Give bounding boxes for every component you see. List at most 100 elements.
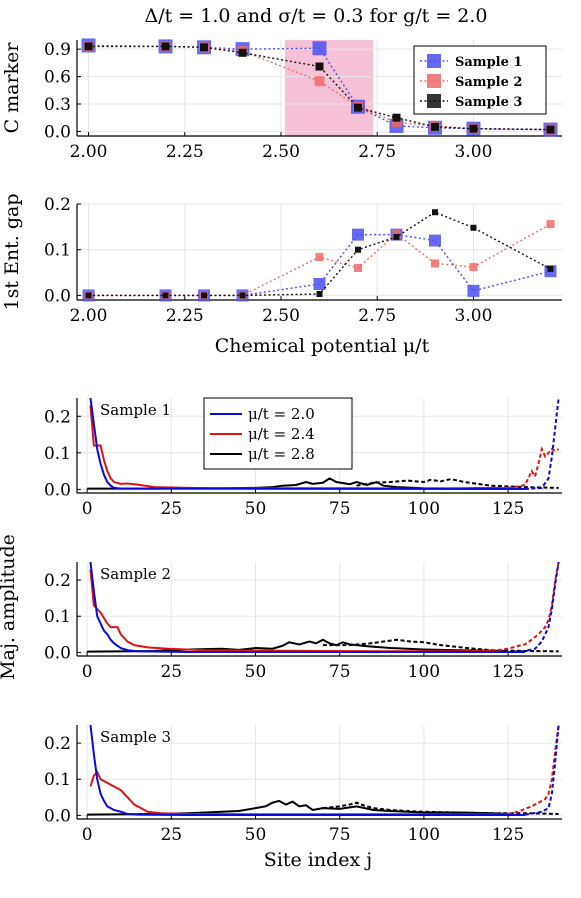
data-point-sample-1 <box>313 278 326 290</box>
cmarker-panel-ytick-label: 0.6 <box>44 68 71 88</box>
legend-label-3: Sample 3 <box>455 95 522 110</box>
amplitude-panel-1-ytick-label: 0.2 <box>44 407 71 427</box>
data-point-sample-3 <box>431 209 438 216</box>
amplitude-panel-1-xtick-label: 75 <box>329 499 351 519</box>
amplitude-panel-3-xtick-label: 100 <box>408 825 440 845</box>
data-point-sample-2 <box>546 220 555 229</box>
legend-marker-1 <box>427 54 441 68</box>
entgap-panel-ylabel: 1st Ent. gap <box>1 194 23 311</box>
entgap-panel-xtick-label: 3.00 <box>455 306 493 326</box>
bottom-xlabel: Site index j <box>264 849 372 871</box>
data-point-sample-3 <box>354 246 361 253</box>
amplitude-panel-3-xtick-label: 50 <box>245 825 267 845</box>
mu-line-solid-2 <box>89 770 509 816</box>
data-point-sample-3 <box>546 125 555 134</box>
amplitude-panel-1-xtick-label: 100 <box>408 499 440 519</box>
plots-layer: 2.00 2.25 2.50 2.75 3.00 0.0 0.3 0.6 0.9 C marker… <box>1 38 562 845</box>
top-xlabel: Chemical potential μ/t <box>215 335 430 357</box>
entgap-panel-xtick-label: 2.25 <box>166 306 204 326</box>
mu-line-solid-3 <box>87 799 509 816</box>
data-point-sample-1 <box>351 228 364 241</box>
data-point-sample-3 <box>201 292 208 299</box>
cmarker-panel-axes: 2.00 2.25 2.50 2.75 3.00 0.0 0.3 0.6 0.9 <box>44 40 562 162</box>
cmarker-panel-xtick-label: 2.75 <box>358 142 396 162</box>
legend-label-1: Sample 1 <box>455 55 522 70</box>
data-point-sample-3 <box>239 292 246 299</box>
amplitude-panel-1-xtick-label: 0 <box>82 499 93 519</box>
mu-legend-label-3: μ/t = 2.8 <box>248 445 315 463</box>
mu-line-dashed-1 <box>524 397 560 490</box>
amplitude-panel-2-xtick-label: 50 <box>245 662 267 682</box>
amplitude-panel-2-xtick-label: 100 <box>408 662 440 682</box>
cmarker-panel-ytick-label: 0.3 <box>44 95 71 115</box>
data-point-sample-3 <box>393 233 400 240</box>
amplitude-panel-3-xtick-label: 25 <box>160 825 182 845</box>
legend-marker-3 <box>427 94 441 108</box>
amplitude-panel-3-xtick-label: 75 <box>329 825 351 845</box>
amplitude-panel-1-xtick-label: 125 <box>492 499 524 519</box>
sample-label-2: Sample 2 <box>100 565 171 583</box>
data-point-sample-3 <box>316 291 323 298</box>
data-point-sample-2 <box>315 253 324 262</box>
amplitude-panel-1-xtick-label: 25 <box>160 499 182 519</box>
mu-line-dashed-2 <box>507 446 560 489</box>
mu-line-solid-1 <box>89 724 525 817</box>
series-line-3 <box>88 45 551 131</box>
data-point-sample-1 <box>428 234 441 247</box>
data-point-sample-1 <box>467 284 480 297</box>
amplitude-panel-3-ytick-label: 0.2 <box>44 734 71 754</box>
data-point-sample-1 <box>312 41 327 56</box>
entgap-panel-axes: 2.00 2.25 2.50 2.75 3.00 0.0 0.1 0.2 <box>44 195 562 326</box>
bottom-ylabel: Maj. amplitude <box>0 534 19 680</box>
amplitude-panel-2-xtick-label: 25 <box>160 662 182 682</box>
entgap-panel-xtick-label: 2.00 <box>70 306 108 326</box>
data-point-sample-3 <box>315 62 324 71</box>
amplitude-panel-2-xtick-label: 0 <box>82 662 93 682</box>
mu-line-dashed-3 <box>356 478 559 489</box>
amplitude-panel-2-ytick-label: 0.1 <box>44 607 71 627</box>
data-point-sample-3 <box>392 113 401 122</box>
cmarker-legend: Sample 1 Sample 2 Sample 3 <box>413 45 547 115</box>
cmarker-panel-xtick-label: 2.25 <box>166 142 204 162</box>
cmarker-panel-ytick-label: 0.9 <box>44 40 71 60</box>
mu-line-dashed-1 <box>524 724 560 816</box>
data-point-sample-2 <box>314 76 325 87</box>
cmarker-panel-xtick-label: 3.00 <box>455 142 493 162</box>
data-point-sample-3 <box>469 124 478 133</box>
amplitude-panel-3-ytick-label: 0.1 <box>44 770 71 790</box>
amplitude-panel-2-ytick-label: 0.2 <box>44 571 71 591</box>
amplitude-panel-1-ytick-label: 0.0 <box>44 480 71 500</box>
data-point-sample-3 <box>85 292 92 299</box>
cmarker-panel-xtick-label: 2.50 <box>262 142 300 162</box>
entgap-panel-ytick-label: 0.1 <box>44 241 71 261</box>
amplitude-panel-1-ytick-label: 0.1 <box>44 444 71 464</box>
amplitude-panel-2-xtick-label: 75 <box>329 662 351 682</box>
data-point-sample-3 <box>161 42 170 51</box>
cmarker-panel-xtick-label: 2.00 <box>70 142 108 162</box>
data-point-sample-2 <box>391 117 402 128</box>
data-point-sample-3 <box>430 122 439 131</box>
legend-marker-2 <box>427 74 441 88</box>
sample-label-3: Sample 3 <box>100 728 171 746</box>
amplitude-panel-2-ytick-label: 0.0 <box>44 643 71 663</box>
mu-legend: μ/t = 2.0 μ/t = 2.4 μ/t = 2.8 <box>203 397 353 470</box>
data-point-sample-2 <box>430 259 439 268</box>
data-point-sample-2 <box>392 229 401 238</box>
entgap-panel-ytick-label: 0.2 <box>44 195 71 215</box>
mu-line-solid-1 <box>89 561 525 654</box>
cmarker-panel-ytick-label: 0.0 <box>44 122 71 142</box>
data-point-sample-2 <box>353 264 362 272</box>
mu-line-dashed-2 <box>491 561 560 652</box>
amplitude-panel-3-xtick-label: 125 <box>492 825 524 845</box>
series-line-3 <box>88 211 551 297</box>
amplitude-panel-1-xtick-label: 50 <box>245 499 267 519</box>
cmarker-panel-ylabel: C marker <box>1 42 23 134</box>
data-point-sample-3 <box>84 42 93 51</box>
amplitude-panel-2-xtick-label: 125 <box>492 662 524 682</box>
data-point-sample-3 <box>353 103 362 112</box>
amplitude-panel-3-ytick-label: 0.0 <box>44 806 71 826</box>
mu-line-solid-1 <box>89 397 525 490</box>
data-point-sample-3 <box>470 224 477 231</box>
data-point-sample-3 <box>547 265 554 272</box>
